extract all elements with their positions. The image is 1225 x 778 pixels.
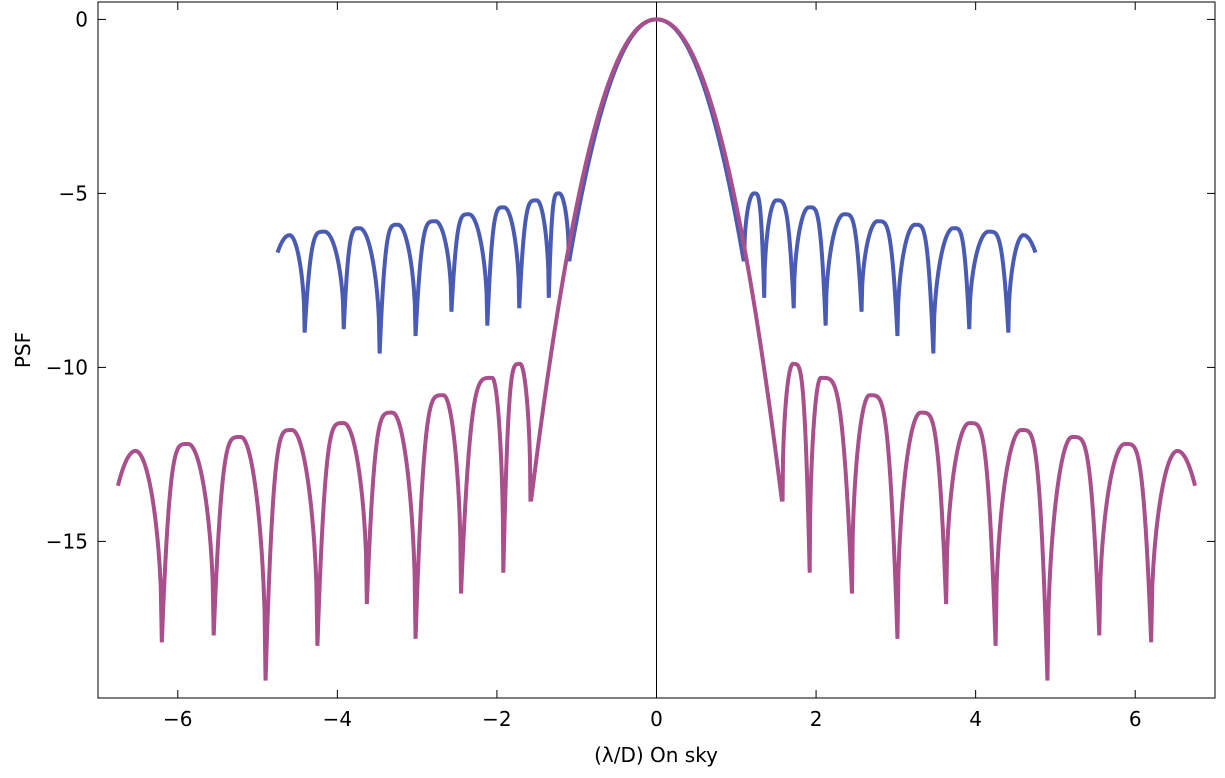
x-tick-label: 0 <box>650 707 663 731</box>
x-tick-label: −6 <box>163 707 192 731</box>
x-tick-label: −4 <box>323 707 352 731</box>
y-tick-label: 0 <box>75 7 88 31</box>
y-axis-label: PSF <box>11 332 35 368</box>
x-tick-label: −2 <box>482 707 511 731</box>
y-tick-label: −15 <box>46 529 88 553</box>
x-tick-label: 4 <box>969 707 982 731</box>
x-axis-label: (λ/D) On sky <box>594 743 718 767</box>
series-layer <box>116 17 1197 681</box>
y-axis-ticks: 0 −5 −10 −15 <box>46 7 1215 553</box>
y-tick-label: −10 <box>46 355 88 379</box>
y-tick-label: −5 <box>59 181 88 205</box>
x-tick-label: 2 <box>810 707 823 731</box>
x-tick-label: 6 <box>1129 707 1142 731</box>
psf-series-line-2 <box>116 17 1197 681</box>
x-axis-ticks: −6 −4 −2 0 2 4 6 <box>163 2 1142 731</box>
